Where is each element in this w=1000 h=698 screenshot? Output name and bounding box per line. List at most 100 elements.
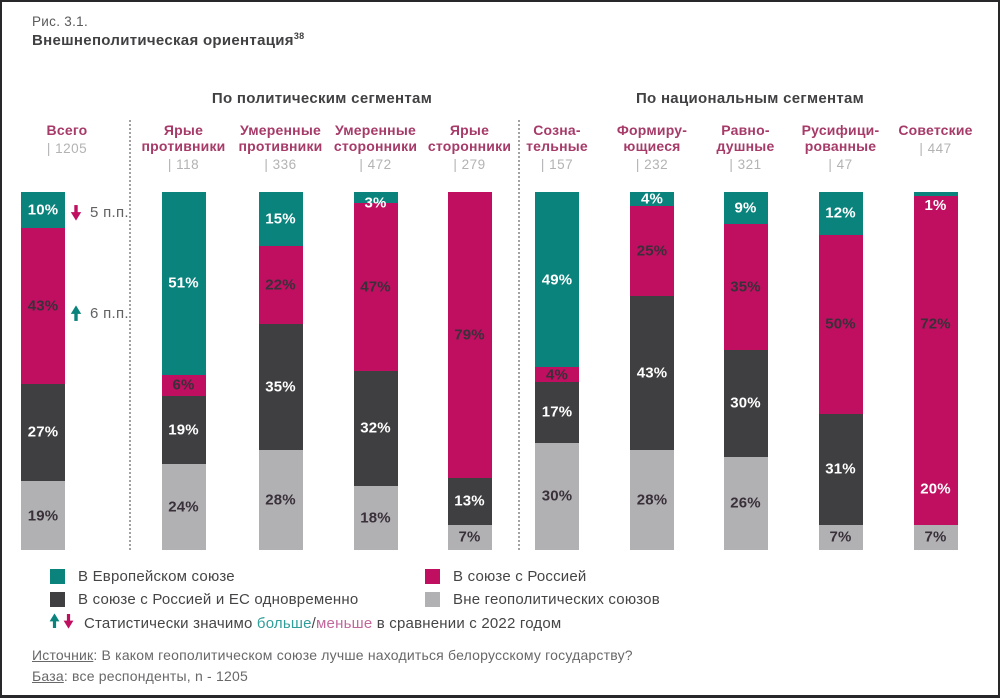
bar-segment-both: 30% — [723, 349, 768, 457]
column-name-line: Формиру- — [616, 122, 688, 138]
column-name-line: противники — [141, 138, 226, 154]
annotation-label: 6 п.п. — [90, 305, 129, 322]
column-name-line: Ярые — [449, 122, 490, 138]
bar-segment-eu: 1% — [913, 192, 958, 214]
column-header-7: Формиру-ющиеся | 232 — [596, 122, 708, 172]
column-count: | 447 — [919, 141, 952, 156]
bar-column-2: 51% 6% 19% 24% — [161, 192, 206, 550]
legend-item-1: В Европейском союзе — [50, 568, 235, 585]
note-suffix: в сравнении с 2022 годом — [372, 614, 562, 632]
bar-segment-none: 28% — [258, 449, 303, 550]
segment-label: 18% — [360, 509, 391, 527]
bar-segment-both: 35% — [258, 324, 303, 450]
footnote-marker: 38 — [293, 31, 305, 41]
bar-segment-both: 31% — [818, 413, 863, 525]
bar-column-10: 1% 72% 20% 7% — [913, 192, 958, 550]
source-label: Источник — [32, 647, 94, 663]
column-count: | 47 — [828, 157, 853, 172]
segment-label: 25% — [636, 242, 668, 260]
bar-segment-russia: 6% — [161, 374, 206, 397]
bar-column-5: 79% 13% 7% — [447, 192, 492, 550]
footer-base: База: все респонденты, n - 1205 — [32, 668, 248, 684]
bar-segment-both: 13% — [447, 477, 492, 525]
segment-label: 7% — [829, 528, 852, 546]
segment-label: 17% — [541, 403, 573, 421]
bar-segment-none: 26% — [723, 456, 768, 550]
segment-label: 72% — [920, 315, 951, 333]
segment-label: 4% — [545, 366, 569, 384]
bar-segment-eu: 12% — [818, 192, 863, 235]
bar-segment-both: 19% — [161, 396, 206, 465]
segment-label: 6% — [172, 376, 195, 394]
bar-segment-eu: 10% — [21, 192, 65, 229]
bar-segment-russia: 72% — [913, 195, 958, 454]
column-header-8: Равно-душные | 321 — [690, 122, 802, 172]
segment-label: 4% — [640, 190, 664, 208]
bar-segment-none: 30% — [535, 442, 579, 550]
column-header-3: Умеренные противники | 336 — [225, 122, 337, 172]
bar-segment-eu: 51% — [161, 192, 206, 375]
bar-segment-russia: 20% — [913, 453, 958, 525]
bar-segment-eu: 3% — [353, 192, 398, 211]
segment-label: 43% — [27, 297, 59, 315]
column-header-4: Умеренные сторонники | 472 — [320, 122, 432, 172]
column-header-1: Всего | 1205 — [11, 122, 123, 156]
column-name-line: Умеренные — [240, 122, 321, 138]
segment-label: 35% — [265, 378, 296, 396]
bar-segment-russia: 4% — [535, 366, 579, 384]
figure-title: Внешнеполитическая ориентация38 — [32, 31, 304, 49]
column-name-line: Русифици- — [801, 122, 880, 138]
column-count: | 321 — [729, 157, 762, 172]
down-arrow-icon — [69, 204, 83, 221]
segment-label: 3% — [364, 194, 387, 212]
legend-item-label: Вне геополитических союзов — [453, 591, 660, 608]
segment-label: 28% — [636, 491, 668, 509]
column-name-line: Всего — [46, 122, 88, 138]
bar-segment-none: 7% — [818, 524, 863, 550]
column-count: | 279 — [453, 157, 486, 172]
column-name-line: Созна- — [533, 122, 581, 138]
legend-swatch-eu — [50, 569, 65, 584]
column-count: | 1205 — [46, 141, 88, 156]
legend-swatch-russia — [425, 569, 440, 584]
legend-item-3: В союзе с Россией и ЕС одновременно — [50, 591, 358, 608]
segment-label: 28% — [265, 491, 296, 509]
bar-column-6: 49% 4% 17% 30% — [535, 192, 579, 550]
segment-label: 13% — [454, 492, 485, 510]
segment-label: 22% — [265, 276, 296, 294]
note-slash: / — [311, 614, 317, 632]
column-header-5: Ярые сторонники | 279 — [414, 122, 526, 172]
bar-segment-russia: 79% — [447, 192, 492, 478]
bar-column-4: 3% 47% 32% 18% — [353, 192, 398, 550]
bar-segment-russia: 43% — [21, 228, 65, 384]
segment-label: 24% — [168, 498, 199, 516]
column-count: | 157 — [540, 157, 574, 172]
segment-label: 49% — [541, 271, 573, 289]
segment-label: 7% — [924, 528, 947, 546]
bar-column-7: 4% 25% 43% 28% — [630, 190, 674, 550]
bar-segment-none: 18% — [353, 485, 398, 550]
legend-note-arrows — [48, 613, 75, 633]
segment-label: 30% — [730, 394, 761, 412]
note-more: больше — [256, 614, 312, 632]
increase-annotation: 6 п.п. — [69, 305, 129, 322]
bar-segment-both: 27% — [21, 383, 65, 482]
source-text: : В каком геополитическом союзе лучше на… — [93, 647, 633, 663]
column-name-line: Умеренные — [335, 122, 416, 138]
column-name-line: тельные — [526, 138, 588, 154]
bar-segment-none: 19% — [21, 481, 65, 550]
segment-label: 47% — [360, 278, 391, 296]
bar-column-9: 12% 50% 31% 7% — [818, 192, 863, 550]
column-name-line: Равно- — [721, 122, 770, 138]
segment-label: 26% — [730, 494, 761, 512]
column-name-line: сторонники — [427, 138, 512, 154]
column-name-line: сторонники — [333, 138, 418, 154]
section-header-political: По политическим сегментам — [211, 90, 433, 107]
segment-label: 50% — [825, 315, 856, 333]
column-count: | 232 — [635, 157, 669, 172]
bar-segment-eu: 9% — [723, 192, 768, 225]
legend-swatch-none — [425, 592, 440, 607]
segment-label: 43% — [636, 364, 668, 382]
column-name-line: Ярые — [163, 122, 204, 138]
segment-label: 30% — [541, 487, 573, 505]
